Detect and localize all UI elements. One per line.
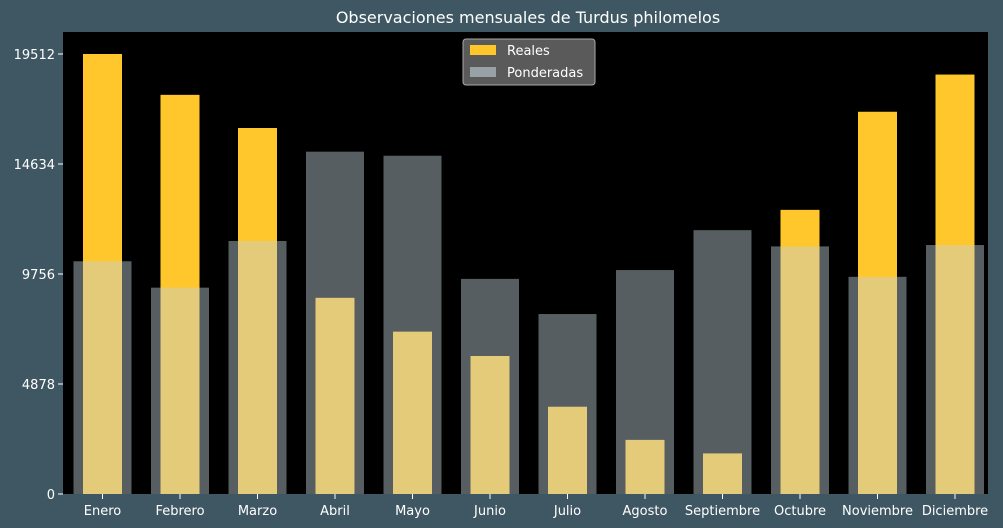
bar-ponderadas-julio xyxy=(538,314,597,494)
bar-ponderadas-septiembre xyxy=(693,230,752,494)
x-axis: Enero Febrero Marzo Abril Mayo Junio Julio Agos… xyxy=(84,494,988,519)
bar-reales-mayo xyxy=(393,331,432,494)
bar-reales-junio xyxy=(470,355,510,494)
x-tick-label: Marzo xyxy=(238,504,277,519)
chart-title: Observaciones mensuales de Turdus philom… xyxy=(336,8,720,27)
x-tick-label: Febrero xyxy=(155,504,204,519)
x-tick-label: Agosto xyxy=(623,504,668,519)
bar-ponderadas-noviembre xyxy=(848,276,907,494)
bar-reales-octubre xyxy=(780,209,820,495)
legend-label-ponderadas: Ponderadas xyxy=(507,66,583,81)
x-tick-label: Septiembre xyxy=(685,504,760,519)
bars-ponderadas xyxy=(73,151,984,495)
x-tick-label: Julio xyxy=(553,504,581,519)
bar-reales-febrero xyxy=(160,94,200,495)
x-tick-label: Enero xyxy=(84,504,122,519)
bar-ponderadas-mayo xyxy=(383,155,442,495)
x-tick-label: Octubre xyxy=(774,504,826,519)
x-tick-label: Mayo xyxy=(395,504,430,519)
bar-ponderadas-enero xyxy=(73,261,132,494)
bar-ponderadas-junio xyxy=(461,278,519,494)
bar-reales-septiembre xyxy=(703,453,742,494)
legend-swatch-reales xyxy=(470,45,496,55)
bar-reales-julio xyxy=(548,406,587,494)
x-tick-label: Abril xyxy=(320,504,350,519)
legend-swatch-ponderadas xyxy=(470,67,496,77)
bars-reales xyxy=(83,53,975,495)
x-tick-label: Noviembre xyxy=(842,504,913,519)
bar-reales-diciembre xyxy=(935,74,975,494)
bar-ponderadas-marzo xyxy=(228,240,287,494)
y-tick-label: 4878 xyxy=(22,378,55,393)
bar-ponderadas-abril xyxy=(306,151,364,494)
y-tick-label: 0 xyxy=(47,488,55,503)
bar-reales-enero xyxy=(83,53,122,494)
bar-reales-noviembre xyxy=(858,111,897,494)
bar-ponderadas-agosto xyxy=(616,270,674,494)
bar-reales-abril xyxy=(315,297,355,494)
y-axis: 0 4878 9756 14634 19512 xyxy=(14,48,63,503)
bar-reales-marzo xyxy=(238,127,277,495)
x-tick-label: Junio xyxy=(473,504,506,519)
y-tick-label: 14634 xyxy=(14,158,55,173)
y-tick-label: 19512 xyxy=(14,48,55,63)
x-tick-label: Diciembre xyxy=(922,504,988,519)
legend: Reales Ponderadas xyxy=(462,38,596,86)
bar-ponderadas-febrero xyxy=(151,287,209,494)
legend-label-reales: Reales xyxy=(507,44,550,59)
y-tick-label: 9756 xyxy=(22,268,55,283)
plot-area xyxy=(63,32,988,494)
bar-ponderadas-octubre xyxy=(771,246,829,494)
bar-reales-agosto xyxy=(625,439,665,494)
bar-ponderadas-diciembre xyxy=(926,245,984,494)
